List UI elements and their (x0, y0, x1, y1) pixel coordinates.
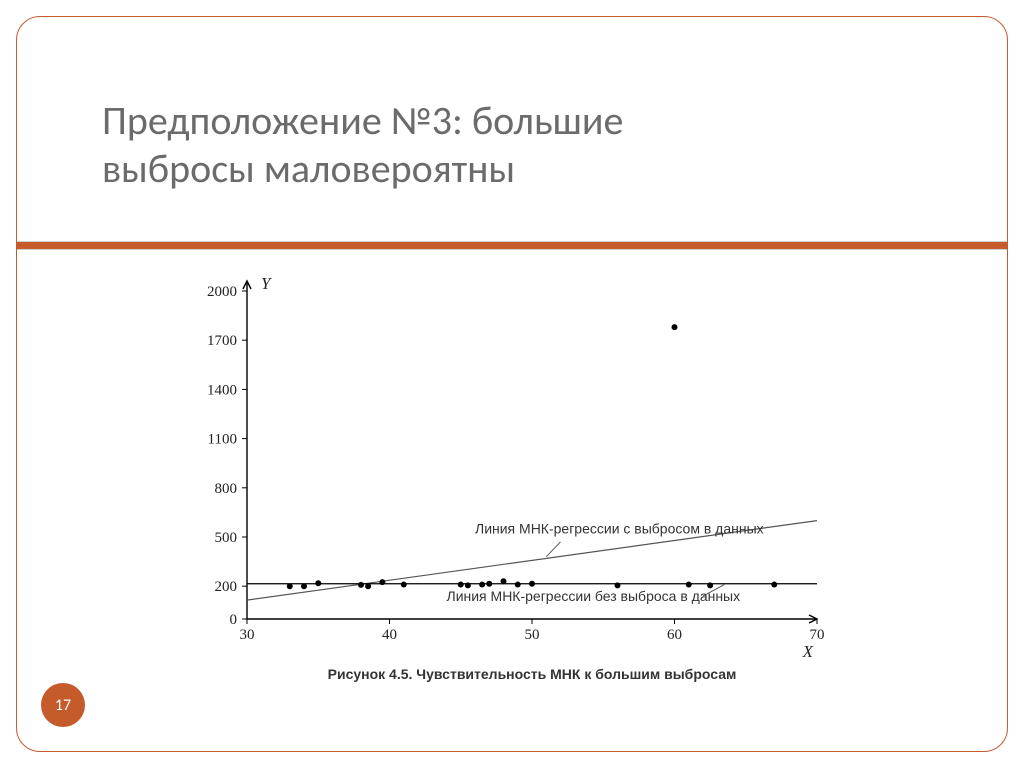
slide-title: Предположение №3: большие выбросы малове… (102, 97, 922, 193)
svg-text:60: 60 (667, 627, 682, 643)
svg-text:40: 40 (382, 627, 397, 643)
svg-text:1400: 1400 (207, 382, 237, 398)
accent-rule (17, 241, 1007, 250)
svg-text:X: X (802, 642, 814, 661)
svg-text:0: 0 (230, 612, 238, 628)
svg-text:30: 30 (240, 627, 255, 643)
svg-text:Рисунок 4.5. Чувствительность: Рисунок 4.5. Чувствительность МНК к боль… (328, 666, 737, 682)
svg-text:500: 500 (215, 530, 238, 546)
svg-text:1100: 1100 (208, 432, 237, 448)
title-line-1: Предположение №3: большие (102, 96, 623, 145)
svg-text:Линия МНК-регрессии с выбросом: Линия МНК-регрессии с выбросом в данных (475, 521, 764, 537)
slide-frame: Предположение №3: большие выбросы малове… (16, 16, 1008, 752)
svg-text:Y: Y (261, 274, 272, 293)
chart-svg: 30 40 50 60 70 0 200 500 800 1100 1400 1700 2000 X Y Ли… (189, 273, 829, 713)
svg-text:1700: 1700 (207, 333, 237, 349)
svg-text:2000: 2000 (207, 284, 237, 300)
svg-text:70: 70 (810, 627, 825, 643)
page-number-badge: 17 (41, 683, 85, 727)
scatter-chart: 30 40 50 60 70 0 200 500 800 1100 1400 1700 2000 X Y Ли… (189, 273, 829, 713)
svg-text:800: 800 (215, 481, 238, 497)
page-number: 17 (55, 696, 71, 715)
svg-text:Линия МНК-регрессии без выброс: Линия МНК-регрессии без выброса в данных (447, 588, 741, 604)
svg-text:200: 200 (215, 579, 238, 595)
svg-text:50: 50 (525, 627, 540, 643)
title-line-2: выбросы маловероятны (102, 144, 515, 193)
